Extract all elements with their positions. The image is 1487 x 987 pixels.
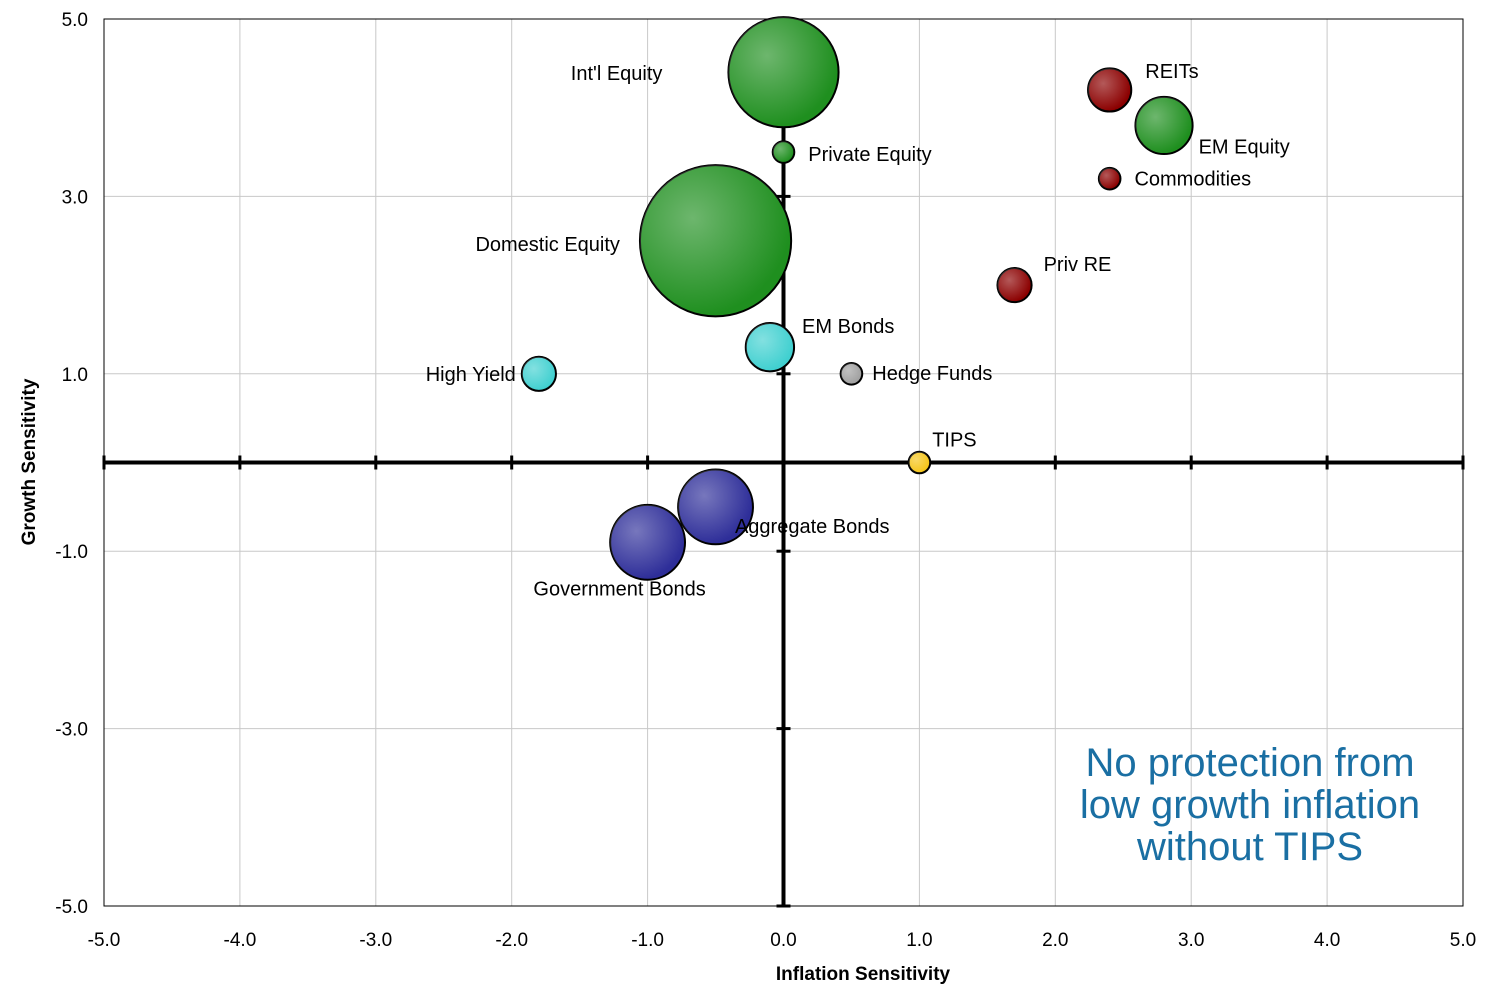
bubble-highlight xyxy=(639,165,792,317)
annotation-line-3: without TIPS xyxy=(1136,825,1364,869)
bubble-highlight xyxy=(728,17,839,128)
y-tick-label: -5.0 xyxy=(55,897,88,918)
tick-labels: -5.0 -4.0 -3.0 -2.0 -1.0 0.0 1.0 2.0 3.0 4.0 5.0 5.… xyxy=(55,10,1476,951)
x-tick-label: -3.0 xyxy=(359,930,392,951)
bubble-label: Domestic Equity xyxy=(475,234,620,256)
bubble-highlight xyxy=(678,469,753,545)
y-tick-label: -3.0 xyxy=(55,720,88,741)
bubbles xyxy=(520,16,1194,581)
x-tick-label: 3.0 xyxy=(1178,930,1204,951)
x-axis-title: Inflation Sensitivity xyxy=(776,964,951,985)
annotation-text: No protection from low growth inflation … xyxy=(1040,742,1460,868)
y-axis-title: Growth Sensitivity xyxy=(19,378,40,545)
bubble-highlight xyxy=(1088,68,1132,112)
x-tick-label: -4.0 xyxy=(224,930,257,951)
y-tick-label: 3.0 xyxy=(62,187,88,208)
bubble-label: Priv RE xyxy=(1044,254,1112,276)
bubble-highlight xyxy=(997,268,1032,303)
x-tick-label: -5.0 xyxy=(88,930,121,951)
x-tick-label: -2.0 xyxy=(495,930,528,951)
x-tick-label: -1.0 xyxy=(631,930,664,951)
x-tick-label: 1.0 xyxy=(906,930,932,951)
bubble-label: EM Bonds xyxy=(802,316,894,338)
bubble-highlight xyxy=(521,356,556,391)
bubble-highlight xyxy=(840,363,863,385)
x-tick-label: 0.0 xyxy=(770,930,796,951)
bubble-label: Aggregate Bonds xyxy=(735,516,890,538)
bubble-highlight xyxy=(1098,167,1121,190)
bubble-highlight xyxy=(745,323,795,372)
bubble-highlight xyxy=(1135,96,1193,155)
y-tick-label: 1.0 xyxy=(62,365,88,386)
bubble-label: Government Bonds xyxy=(533,579,705,601)
bubble-labels: Int'l Equity Private Equity REITs EM Equity… xyxy=(426,61,1290,601)
x-tick-label: 2.0 xyxy=(1042,930,1068,951)
bubble-label: High Yield xyxy=(426,364,516,386)
bubble-label: Int'l Equity xyxy=(571,63,663,85)
bubble-label: Private Equity xyxy=(808,144,931,166)
x-tick-label: 4.0 xyxy=(1314,930,1340,951)
annotation-line-1: No protection from xyxy=(1085,741,1415,785)
bubble-highlight xyxy=(610,504,686,580)
y-tick-label: 5.0 xyxy=(62,10,88,31)
zero-axes xyxy=(102,17,1465,908)
bubble-label: Commodities xyxy=(1134,169,1251,191)
bubble-label: Hedge Funds xyxy=(872,363,992,385)
annotation-line-2: low growth inflation xyxy=(1079,783,1421,827)
bubble-highlight xyxy=(908,451,931,474)
y-tick-label: -1.0 xyxy=(55,542,88,563)
bubble-highlight xyxy=(772,141,795,163)
x-tick-label: 5.0 xyxy=(1450,930,1476,951)
bubble-label: TIPS xyxy=(932,430,976,452)
bubble-label: REITs xyxy=(1145,61,1198,83)
bubble-label: EM Equity xyxy=(1199,136,1290,158)
